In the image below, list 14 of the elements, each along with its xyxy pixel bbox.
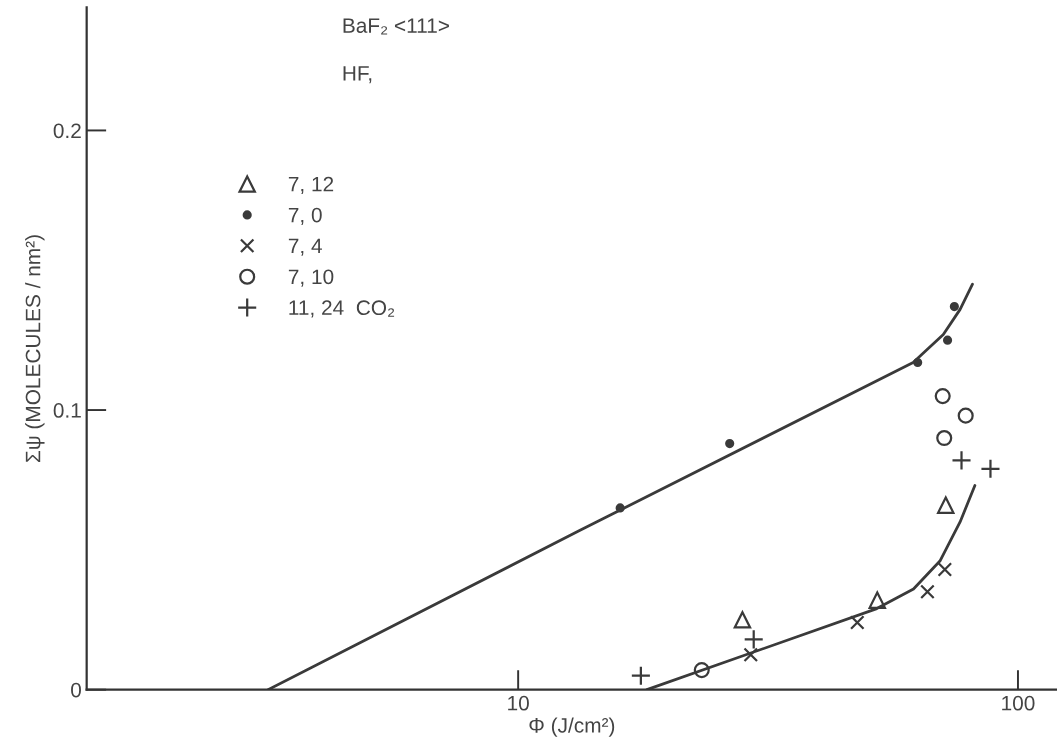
y-tick-label: 0.1 <box>53 403 81 418</box>
y-tick-label: 0.2 <box>53 123 81 139</box>
legend-label: 11, 24 CO₂ <box>289 300 395 318</box>
legend-label: 7, 0 <box>288 207 322 225</box>
y-tick-label: 0 <box>71 682 81 698</box>
x-axis-title: Φ (J/cm²) <box>529 717 615 737</box>
annotation: BaF₂ <111> <box>343 18 449 35</box>
x-tick-label: 100 <box>1002 695 1035 711</box>
legend-label: 7, 12 <box>288 176 334 195</box>
y-axis-title: Σψ (MOLECULES / nm²) <box>25 235 45 463</box>
annotation: HF, <box>343 66 372 84</box>
legend-label: 7, 10 <box>288 269 334 287</box>
legend-label: 7, 4 <box>288 238 322 256</box>
x-tick-label: 10 <box>508 695 529 711</box>
